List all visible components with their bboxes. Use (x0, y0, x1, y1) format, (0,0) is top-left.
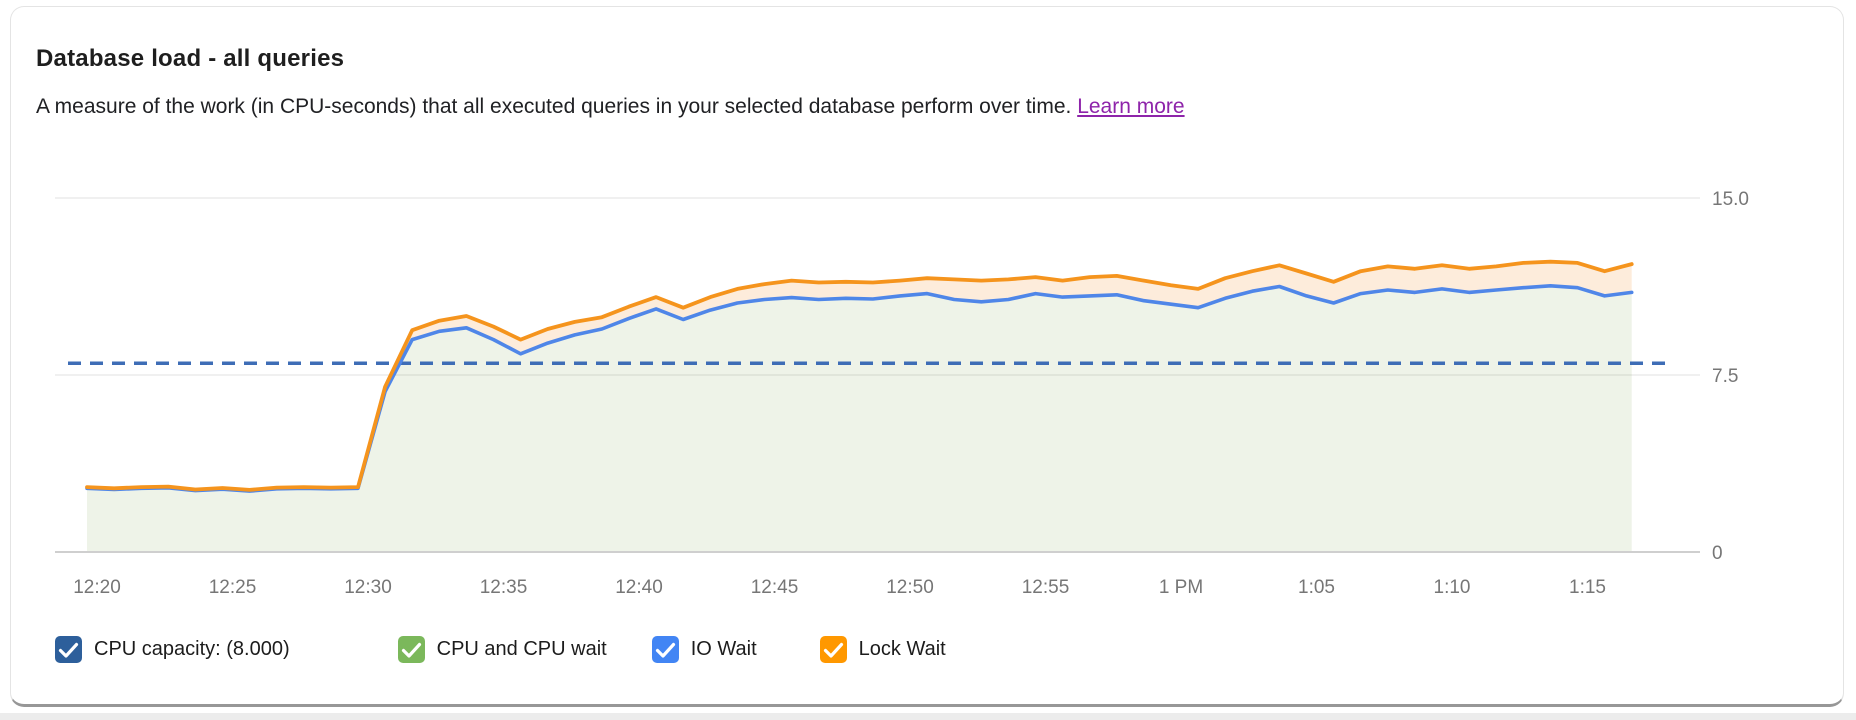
legend-checkbox[interactable] (397, 636, 425, 663)
legend-label: IO Wait (690, 638, 757, 660)
y-axis-tick-label: 7.5 (1712, 366, 1738, 387)
legend-item-io-wait[interactable]: IO Wait (651, 636, 757, 663)
legend-label: CPU capacity: (8.000) (94, 638, 290, 660)
legend-label: CPU and CPU wait (436, 638, 607, 660)
x-axis-tick-label: 12:50 (886, 577, 934, 598)
checkmark-icon (401, 642, 421, 658)
checkmark-icon (655, 642, 675, 658)
x-axis-tick-label: 1:15 (1569, 577, 1606, 598)
y-axis-tick-label: 0 (1712, 543, 1723, 564)
x-axis-tick-label: 1:10 (1434, 577, 1471, 598)
legend-item-cpu-capacity-8-000[interactable]: CPU capacity: (8.000) (55, 636, 290, 663)
x-axis-tick-label: 12:30 (344, 577, 392, 598)
legend-item-lock-wait[interactable]: Lock Wait (819, 636, 946, 663)
x-axis-tick-label: 12:40 (615, 577, 663, 598)
checkmark-icon (58, 642, 79, 658)
x-axis-tick-label: 12:25 (209, 577, 257, 598)
checkmark-icon (823, 642, 843, 658)
x-axis-tick-label: 12:35 (480, 577, 528, 598)
x-axis-tick-label: 12:20 (73, 577, 121, 598)
x-axis-tick-label: 1 PM (1159, 577, 1203, 598)
subtitle-text: A measure of the work (in CPU-seconds) t… (36, 95, 1072, 118)
x-axis-tick-label: 12:55 (1022, 577, 1070, 598)
legend-checkbox[interactable] (651, 636, 679, 663)
page-subtitle: A measure of the work (in CPU-seconds) t… (36, 95, 1185, 119)
legend-checkbox[interactable] (819, 636, 847, 663)
chart-legend: CPU capacity: (8.000) CPU and CPU wait IO … (55, 636, 946, 663)
y-axis-tick-label: 15.0 (1712, 189, 1749, 210)
x-axis-tick-label: 1:05 (1298, 577, 1335, 598)
legend-checkbox[interactable] (55, 636, 82, 663)
database-load-chart: 12:20 12:25 12:30 12:35 12:40 12:45 12:50 12:55… (55, 189, 1749, 598)
page-title: Database load - all queries (36, 45, 345, 72)
legend-label: Lock Wait (858, 638, 946, 660)
x-axis-tick-label: 12:45 (751, 577, 799, 598)
legend-item-cpu-and-cpu-wait[interactable]: CPU and CPU wait (397, 636, 607, 663)
page-background-strip (0, 713, 1856, 720)
learn-more-link[interactable]: Learn more (1077, 95, 1185, 118)
cpu-and-cpu-wait-area-fill (87, 285, 1632, 552)
lock-wait-line (85, 259, 1634, 492)
